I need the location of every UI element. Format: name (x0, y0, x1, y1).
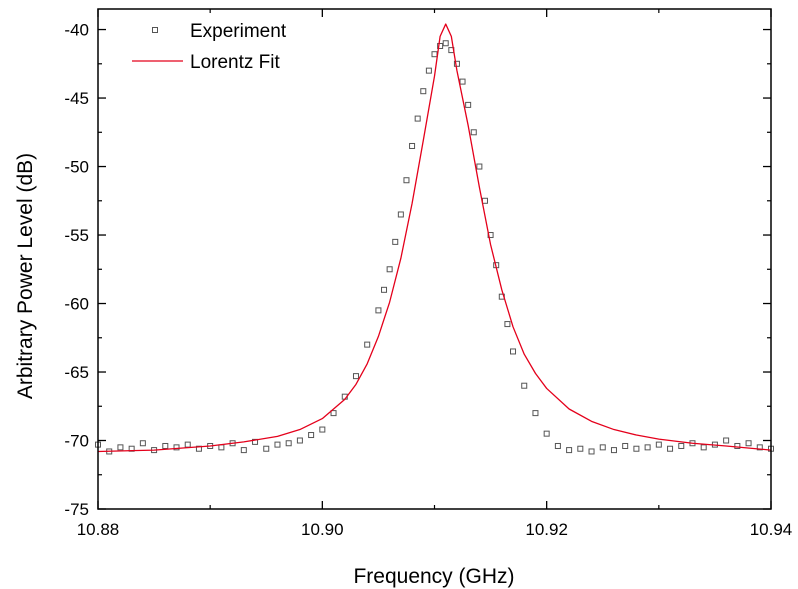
y-axis-title: Arbitrary Power Level (dB) (14, 153, 37, 399)
experiment-point (470, 129, 477, 136)
y-tick-label: -55 (64, 226, 89, 245)
experiment-point (319, 426, 326, 433)
experiment-point (655, 441, 662, 448)
experiment-point (667, 445, 674, 452)
experiment-point (139, 440, 146, 447)
experiment-point (610, 447, 617, 454)
experiment-point (386, 266, 393, 273)
experiment-point (476, 163, 483, 170)
experiment-point (442, 40, 449, 47)
experiment-point (504, 321, 511, 328)
lorentz-fit-line (97, 23, 772, 453)
experiment-point (184, 441, 191, 448)
experiment-point (425, 67, 432, 74)
x-tick-label: 10.92 (525, 520, 568, 539)
y-tick-label: -75 (64, 500, 89, 519)
experiment-point (409, 142, 416, 149)
tick-labels: 10.88 10.90 10.92 10.94 -75 -70 -65 -60 -55 -50 -4… (64, 21, 792, 539)
experiment-point (392, 238, 399, 245)
experiment-point (453, 60, 460, 67)
experiment-point (274, 441, 281, 448)
x-tick-label: 10.94 (750, 520, 793, 539)
experiment-point (381, 286, 388, 293)
y-tick-label: -40 (64, 21, 89, 40)
experiment-point (420, 88, 427, 95)
experiment-point (352, 373, 359, 380)
experiment-point (330, 410, 337, 417)
experiment-point (173, 444, 180, 451)
experiment-point (622, 442, 629, 449)
experiment-point (431, 51, 438, 58)
experiment-point (162, 442, 169, 449)
y-tick-label: -65 (64, 363, 89, 382)
experiment-point (414, 115, 421, 122)
experiment-point (403, 177, 410, 184)
x-tick-label: 10.88 (77, 520, 120, 539)
axis-ticks (97, 9, 772, 510)
experiment-point (252, 438, 259, 445)
experiment-point (308, 432, 315, 439)
plot-frame (97, 8, 772, 510)
experiment-point (577, 445, 584, 452)
x-tick-label: 10.90 (301, 520, 344, 539)
experiment-point (734, 442, 741, 449)
experiment-point (296, 437, 303, 444)
experiment-point (397, 211, 404, 218)
experiment-point (633, 445, 640, 452)
experiment-point (588, 448, 595, 455)
experiment-point (285, 440, 292, 447)
experiment-point (364, 341, 371, 348)
experiment-point (375, 307, 382, 314)
experiment-point (566, 447, 573, 454)
experiment-point (263, 445, 270, 452)
y-tick-label: -50 (64, 158, 89, 177)
experiment-point (599, 444, 606, 451)
legend-label-lorentz-fit: Lorentz Fit (190, 52, 280, 73)
x-axis-title: Frequency (GHz) (353, 565, 514, 588)
experiment-point (532, 410, 539, 417)
experiment-point (756, 444, 763, 451)
experiment-point (240, 447, 247, 454)
y-tick-label: -70 (64, 432, 89, 451)
y-tick-label: -45 (64, 89, 89, 108)
legend: Experiment Lorentz Fit (132, 21, 287, 73)
experiment-point (723, 437, 730, 444)
experiment-point (543, 430, 550, 437)
experiment-point (481, 197, 488, 204)
y-tick-label: -60 (64, 295, 89, 314)
experiment-point (510, 348, 517, 355)
experiment-point (117, 444, 124, 451)
experiment-point (218, 444, 225, 451)
experiment-point (437, 42, 444, 49)
plot-marks (95, 23, 774, 455)
experiment-point (644, 444, 651, 451)
experiment-point (554, 442, 561, 449)
experiment-point (521, 382, 528, 389)
experiment-point (465, 101, 472, 108)
experiment-point (678, 442, 685, 449)
experiment-point (745, 440, 752, 447)
legend-label-experiment: Experiment (190, 21, 287, 42)
legend-marker-experiment (152, 27, 158, 33)
experiment-point (459, 78, 466, 85)
experiment-point (700, 444, 707, 451)
